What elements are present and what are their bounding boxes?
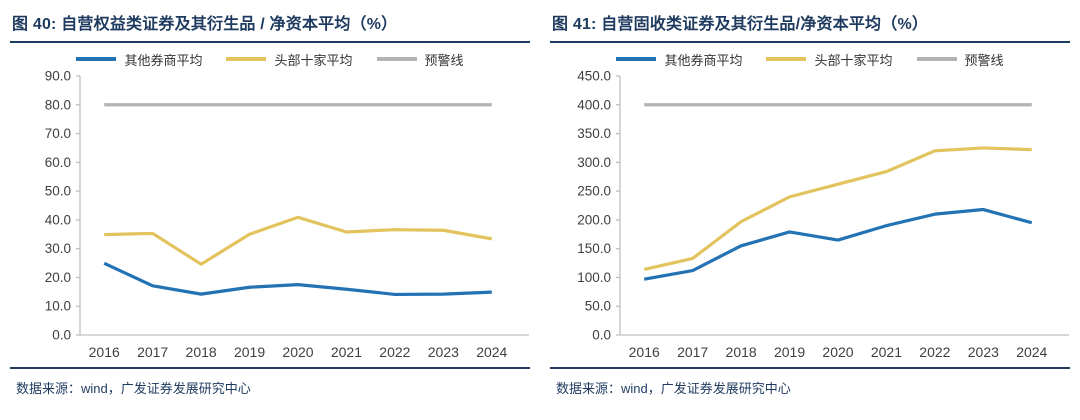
figure-41-title: 图 41: 自营固收类证券及其衍生品/净资本平均（%） (552, 16, 929, 33)
x-axis-tick-label: 2016 (89, 344, 120, 360)
y-axis-tick-label: 40.0 (45, 212, 71, 227)
x-axis-tick-label: 2020 (822, 344, 853, 360)
x-axis-tick-label: 2023 (968, 344, 999, 360)
y-axis-tick-label: 0.0 (52, 328, 71, 343)
figure-40-panel: 图 40: 自营权益类证券及其衍生品 / 净资本平均（%） 其他券商平均 头部十家… (10, 16, 530, 396)
title-divider (10, 41, 530, 43)
legend-item: 头部十家平均 (766, 50, 893, 69)
x-axis-tick-label: 2024 (476, 344, 507, 360)
series-line-其他券商平均 (643, 207, 1033, 281)
y-axis-tick-label: 80.0 (45, 97, 71, 112)
legend-line-swatch (916, 57, 957, 61)
x-axis-tick-label: 2021 (871, 344, 902, 360)
legend-item: 预警线 (376, 50, 464, 69)
series-line-其他券商平均 (103, 261, 492, 297)
y-axis-tick-label: 350.0 (577, 126, 611, 141)
legend-line-swatch (226, 57, 267, 61)
legend-label: 头部十家平均 (274, 52, 353, 68)
y-axis-tick-label: 200.0 (577, 212, 611, 227)
legend-figure-40: 其他券商平均 头部十家平均 预警线 (10, 49, 530, 69)
y-axis-tick-label: 70.0 (45, 126, 71, 141)
y-axis-tick-label: 30.0 (45, 241, 71, 256)
y-axis-tick-label: 10.0 (45, 299, 71, 314)
y-axis-tick-label: 60.0 (45, 155, 71, 170)
x-axis-tick-label: 2021 (331, 344, 362, 360)
y-axis-tick-label: 450.0 (577, 69, 611, 84)
legend-line-swatch (766, 57, 807, 61)
y-axis-tick-label: 0.0 (592, 328, 611, 343)
x-axis-tick-label: 2024 (1016, 344, 1047, 360)
x-axis-tick-label: 2018 (186, 344, 217, 360)
x-axis-tick-label: 2016 (629, 344, 660, 360)
figure-40-title: 图 40: 自营权益类证券及其衍生品 / 净资本平均（%） (12, 16, 398, 33)
y-axis-tick-label: 20.0 (45, 270, 71, 285)
x-axis-tick-label: 2022 (919, 344, 950, 360)
x-axis-tick-label: 2023 (428, 344, 459, 360)
series-line-头部十家平均 (104, 215, 493, 266)
source-note: 数据来源：wind，广发证券发展研究中心 (556, 381, 791, 396)
x-axis-tick-label: 2017 (137, 344, 168, 360)
line-chart-figure-40: 0.0 10.0 20.0 30.0 40.0 50.0 60.0 70.0 80.0 90.0 2… (45, 69, 529, 360)
legend-item: 其他券商平均 (616, 50, 742, 69)
x-axis-tick-label: 2020 (282, 344, 313, 360)
legend-item: 其他券商平均 (76, 50, 202, 69)
x-axis-tick-label: 2017 (677, 344, 708, 360)
legend-item: 头部十家平均 (226, 50, 353, 69)
legend-label: 其他券商平均 (664, 52, 743, 68)
x-axis-tick-label: 2018 (726, 344, 757, 360)
series-line-头部十家平均 (643, 146, 1032, 271)
figure-41-panel: 图 41: 自营固收类证券及其衍生品/净资本平均（%） 其他券商平均 头部十家平均… (540, 0, 1080, 420)
y-axis-tick-label: 300.0 (577, 155, 611, 170)
title-divider (550, 41, 1070, 43)
y-axis-tick-label: 250.0 (577, 184, 611, 199)
y-axis-tick-label: 50.0 (585, 299, 611, 314)
source-note: 数据来源：wind，广发证券发展研究中心 (16, 381, 251, 396)
y-axis-tick-label: 90.0 (45, 69, 71, 84)
legend-line-swatch (76, 57, 117, 61)
legend-label: 其他券商平均 (124, 52, 203, 68)
x-axis-tick-label: 2022 (379, 344, 410, 360)
y-axis-tick-label: 400.0 (577, 97, 611, 112)
y-axis-tick-label: 50.0 (45, 184, 71, 199)
legend-line-swatch (616, 57, 657, 61)
y-axis-tick-label: 150.0 (577, 241, 611, 256)
y-axis-tick-label: 100.0 (577, 270, 611, 285)
legend-label: 预警线 (964, 52, 1004, 68)
x-axis-tick-label: 2019 (234, 344, 265, 360)
footer-divider (10, 367, 530, 369)
footer-divider (550, 367, 1070, 369)
legend-figure-41: 其他券商平均 头部十家平均 预警线 (550, 49, 1070, 69)
line-chart-figure-41: 0.0 50.0 100.0 150.0 200.0 250.0 300.0 350.0 400… (577, 69, 1069, 360)
legend-label: 预警线 (424, 52, 464, 68)
x-axis-tick-label: 2019 (774, 344, 805, 360)
legend-label: 头部十家平均 (814, 52, 893, 68)
legend-line-swatch (376, 57, 417, 61)
legend-item: 预警线 (916, 50, 1004, 69)
